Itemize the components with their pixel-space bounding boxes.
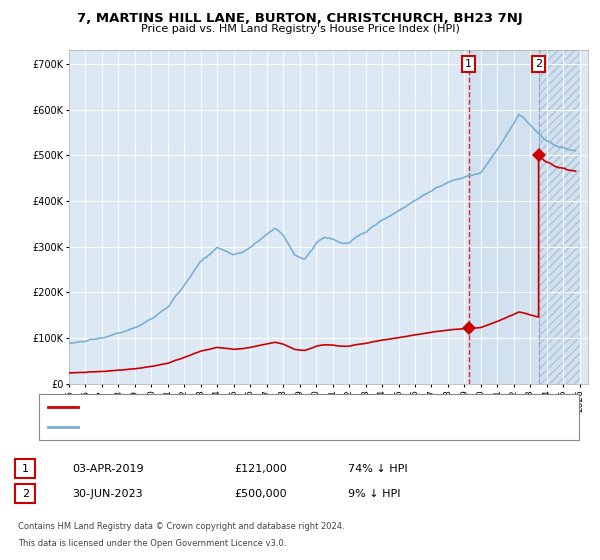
Text: HPI: Average price, detached house, Bournemouth Christchurch and Poole: HPI: Average price, detached house, Bour… (82, 422, 419, 431)
Text: 74% ↓ HPI: 74% ↓ HPI (348, 464, 407, 474)
Text: 1: 1 (22, 464, 29, 474)
Text: £121,000: £121,000 (234, 464, 287, 474)
Text: 7, MARTINS HILL LANE, BURTON, CHRISTCHURCH, BH23 7NJ: 7, MARTINS HILL LANE, BURTON, CHRISTCHUR… (77, 12, 523, 25)
Text: Price paid vs. HM Land Registry's House Price Index (HPI): Price paid vs. HM Land Registry's House … (140, 24, 460, 34)
Text: 2: 2 (22, 489, 29, 499)
Bar (539, 50, 580, 384)
Text: 03-APR-2019: 03-APR-2019 (72, 464, 143, 474)
Text: 9% ↓ HPI: 9% ↓ HPI (348, 489, 401, 499)
Text: 7, MARTINS HILL LANE, BURTON, CHRISTCHURCH, BH23 7NJ (detached house): 7, MARTINS HILL LANE, BURTON, CHRISTCHUR… (82, 402, 433, 411)
Text: £500,000: £500,000 (234, 489, 287, 499)
Text: 2: 2 (535, 59, 542, 69)
Text: This data is licensed under the Open Government Licence v3.0.: This data is licensed under the Open Gov… (18, 539, 286, 548)
Text: 1: 1 (465, 59, 472, 69)
Bar (469, 50, 580, 384)
Text: 30-JUN-2023: 30-JUN-2023 (72, 489, 143, 499)
Text: Contains HM Land Registry data © Crown copyright and database right 2024.: Contains HM Land Registry data © Crown c… (18, 522, 344, 531)
